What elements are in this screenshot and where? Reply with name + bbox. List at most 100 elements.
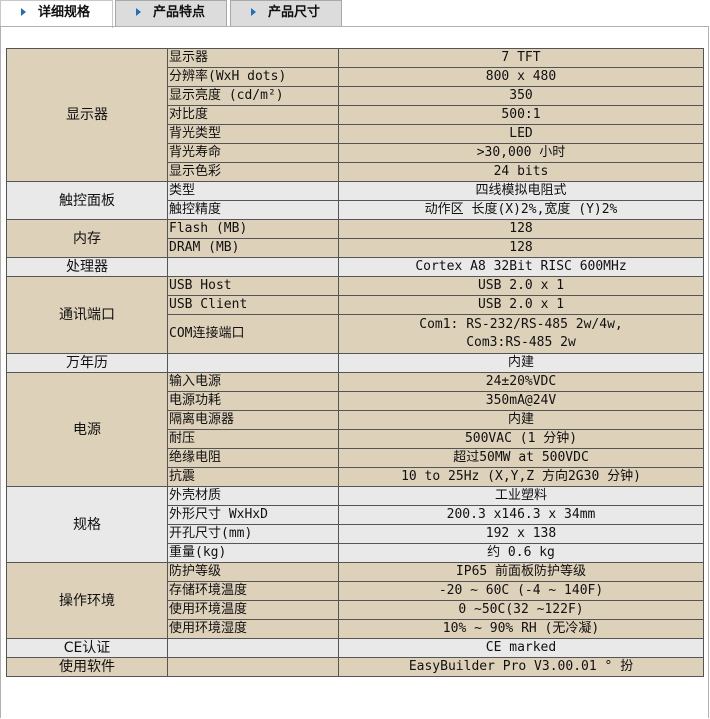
spec-key: 背光寿命: [167, 143, 339, 163]
spec-value: 128: [338, 219, 704, 239]
table-row: 外形尺寸 WxHxD 200.3 x146.3 x 34mm: [7, 505, 704, 525]
spec-key: 电源功耗: [167, 391, 339, 411]
tab-label: 详细规格: [38, 5, 91, 20]
spec-value: CE marked: [338, 638, 704, 658]
group-label: 内存: [6, 219, 168, 258]
table-row: 使用环境湿度 10% ~ 90% RH (无冷凝): [7, 619, 704, 639]
spec-key: 显示色彩: [167, 162, 339, 182]
spec-key: 存储环境温度: [167, 581, 339, 601]
group-label: 操作环境: [6, 562, 168, 639]
spec-value: 动作区 长度(X)2%,宽度 (Y)2%: [338, 200, 704, 220]
spec-key: [167, 638, 339, 658]
tab-panel: [0, 26, 709, 718]
spec-key: 抗震: [167, 467, 339, 487]
group-label: 电源: [6, 372, 168, 487]
group-label: 处理器: [6, 257, 168, 277]
spec-value: 24±20%VDC: [338, 372, 704, 392]
spec-value: 500VAC (1 分钟): [338, 429, 704, 449]
spec-key: 绝缘电阻: [167, 448, 339, 468]
arrow-right-icon: [136, 8, 141, 16]
spec-value: 24 bits: [338, 162, 704, 182]
spec-value: 四线模拟电阻式: [338, 181, 704, 201]
table-row: 使用软件 EasyBuilder Pro V3.00.01 ° 扮: [6, 657, 704, 677]
table-row: 操作环境 防护等级 IP65 前面板防护等级: [6, 562, 704, 639]
spec-value: 10 to 25Hz (X,Y,Z 方向2G30 分钟): [338, 467, 704, 487]
arrow-right-icon: [21, 8, 26, 16]
table-row: COM连接端口 Com1: RS-232/RS-485 2w/4w, Com3:R…: [7, 314, 704, 354]
spec-value: Com1: RS-232/RS-485 2w/4w, Com3:RS-485 2…: [338, 314, 704, 354]
spec-key: 隔离电源器: [167, 410, 339, 430]
table-row: 万年历 内建: [6, 353, 704, 373]
arrow-right-icon: [251, 8, 256, 16]
spec-value: 800 x 480: [338, 67, 704, 87]
table-row: 显示器 显示器 7 TFT: [6, 48, 704, 182]
tab-product-dimensions[interactable]: 产品尺寸: [230, 0, 342, 26]
spec-value: 工业塑料: [338, 486, 704, 506]
spec-value: 128: [338, 238, 704, 258]
spec-key: COM连接端口: [167, 314, 339, 354]
table-row: 触控精度 动作区 长度(X)2%,宽度 (Y)2%: [7, 200, 704, 220]
spec-value: LED: [338, 124, 704, 144]
table-row: 触控面板 类型 四线模拟电阻式: [6, 181, 704, 220]
tab-product-features[interactable]: 产品特点: [115, 0, 227, 26]
spec-value: Cortex A8 32Bit RISC 600MHz: [338, 257, 704, 277]
spec-table: 显示器 显示器 7 TFT 分辨率(WxH dots) 800 x 480 显示亮度 (c…: [6, 48, 704, 677]
spec-value: 0 ~50C(32 ~122F): [338, 600, 704, 620]
spec-key: Flash (MB): [167, 219, 339, 239]
spec-key: 背光类型: [167, 124, 339, 144]
spec-value: EasyBuilder Pro V3.00.01 ° 扮: [338, 657, 704, 677]
table-row: 分辨率(WxH dots) 800 x 480: [7, 67, 704, 87]
spec-key: 耐压: [167, 429, 339, 449]
spec-value: USB 2.0 x 1: [338, 276, 704, 296]
table-row: CE认证 CE marked: [6, 638, 704, 658]
spec-key: 分辨率(WxH dots): [167, 67, 339, 87]
spec-key: 外壳材质: [167, 486, 339, 506]
table-row: 显示色彩 24 bits: [7, 162, 704, 182]
spec-key: 防护等级: [167, 562, 339, 582]
spec-value: -20 ~ 60C (-4 ~ 140F): [338, 581, 704, 601]
table-row: 隔离电源器 内建: [7, 410, 704, 430]
spec-key: [167, 353, 339, 373]
spec-value: 500:1: [338, 105, 704, 125]
spec-key: 显示亮度 (cd/m²): [167, 86, 339, 106]
spec-value: 10% ~ 90% RH (无冷凝): [338, 619, 704, 639]
spec-value: 约 0.6 kg: [338, 543, 704, 563]
spec-value: IP65 前面板防护等级: [338, 562, 704, 582]
group-label: 触控面板: [6, 181, 168, 220]
table-row: 电源 输入电源 24±20%VDC: [6, 372, 704, 487]
spec-key: USB Client: [167, 295, 339, 315]
group-label: 显示器: [6, 48, 168, 182]
spec-value: 192 x 138: [338, 524, 704, 544]
spec-key: [167, 257, 339, 277]
spec-key: 重量(kg): [167, 543, 339, 563]
table-row: USB Client USB 2.0 x 1: [7, 295, 704, 315]
spec-value: 200.3 x146.3 x 34mm: [338, 505, 704, 525]
spec-value: 超过50MW at 500VDC: [338, 448, 704, 468]
spec-value: 350: [338, 86, 704, 106]
table-row: 耐压 500VAC (1 分钟): [7, 429, 704, 449]
table-row: 处理器 Cortex A8 32Bit RISC 600MHz: [6, 257, 704, 277]
table-row: 通讯端口 USB Host USB 2.0 x 1: [6, 276, 704, 354]
spec-value: USB 2.0 x 1: [338, 295, 704, 315]
table-row: 显示亮度 (cd/m²) 350: [7, 86, 704, 106]
table-row: 规格 外壳材质 工业塑料: [6, 486, 704, 563]
tab-detailed-specs[interactable]: 详细规格: [0, 0, 113, 28]
tab-bar: 详细规格 产品特点 产品尺寸: [0, 0, 710, 28]
spec-key: 对比度: [167, 105, 339, 125]
table-row: 重量(kg) 约 0.6 kg: [7, 543, 704, 563]
spec-value: >30,000 小时: [338, 143, 704, 163]
spec-value: 7 TFT: [338, 48, 704, 68]
spec-key: DRAM (MB): [167, 238, 339, 258]
table-row: 背光类型 LED: [7, 124, 704, 144]
table-row: 内存 Flash (MB) 128: [6, 219, 704, 258]
spec-key: 使用环境湿度: [167, 619, 339, 639]
spec-key: 类型: [167, 181, 339, 201]
spec-key: 触控精度: [167, 200, 339, 220]
group-label: 规格: [6, 486, 168, 563]
tab-label: 产品尺寸: [268, 5, 321, 20]
spec-key: USB Host: [167, 276, 339, 296]
spec-key: 使用环境温度: [167, 600, 339, 620]
group-label: CE认证: [6, 638, 168, 658]
spec-key: 显示器: [167, 48, 339, 68]
spec-value: 内建: [338, 353, 704, 373]
